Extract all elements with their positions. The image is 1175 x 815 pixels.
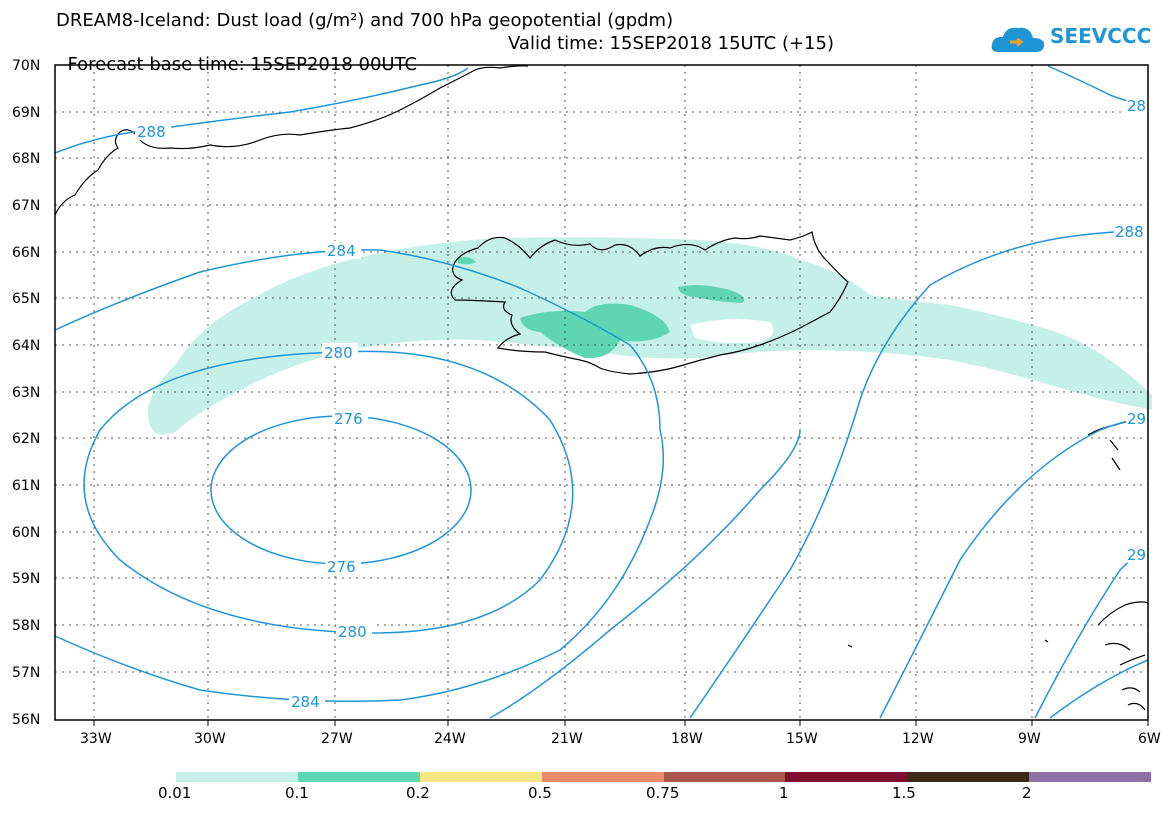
contour-label: 284 <box>291 693 320 711</box>
lat-label: 61N <box>12 478 40 494</box>
lat-label: 70N <box>12 58 40 74</box>
legend-label: 2 <box>1022 784 1032 802</box>
lon-label: 33W <box>80 731 112 747</box>
lat-label: 68N <box>12 151 40 167</box>
legend-label: 0.1 <box>285 784 309 802</box>
lon-label: 12W <box>902 731 934 747</box>
legend-swatch <box>297 772 420 782</box>
legend-label: 1.5 <box>892 784 916 802</box>
contour-label: 276 <box>327 558 356 576</box>
legend-label: 0.75 <box>646 784 680 802</box>
contour-300 <box>1049 659 1149 719</box>
contour-label: 288 <box>137 123 166 141</box>
dust-hole <box>690 319 774 343</box>
legend-swatch <box>176 772 298 782</box>
map-title: DREAM8-Iceland: Dust load (g/m²) and 700… <box>56 10 674 31</box>
color-legend <box>176 772 1151 782</box>
contour-label: 29 <box>1127 546 1146 564</box>
contour-label: 288 <box>1115 223 1144 241</box>
cloud-icon <box>991 27 1045 52</box>
dust-area-mid-1 <box>520 303 670 359</box>
contour-288-east-a <box>689 229 1149 719</box>
contour-276 <box>210 415 472 565</box>
coastline <box>54 65 1149 711</box>
contour-292-a <box>489 429 801 719</box>
legend-label: 0.01 <box>158 784 192 802</box>
lat-label: 69N <box>12 105 40 121</box>
lon-label: 9W <box>1018 731 1041 747</box>
contour-label: 28 <box>1127 97 1146 115</box>
map-frame <box>54 64 1149 721</box>
legend-swatch <box>663 772 786 782</box>
legend-swatch <box>785 772 908 782</box>
logo-text: SEEVCCC <box>1050 24 1152 48</box>
legend-label: 1 <box>779 784 789 802</box>
legend-label: 0.2 <box>406 784 430 802</box>
contour-296 <box>1034 551 1149 719</box>
lon-labels: 33W 30W 27W 24W 21W 18W 15W 12W 9W 6W <box>80 731 1161 747</box>
lon-label: 27W <box>321 731 353 747</box>
legend-swatch <box>541 772 664 782</box>
lat-label: 67N <box>12 198 40 214</box>
contour-288 <box>54 67 469 154</box>
lon-label: 6W <box>1138 731 1161 747</box>
lat-label: 56N <box>12 712 40 728</box>
faroe-coast <box>1087 420 1139 471</box>
lat-label: 59N <box>12 571 40 587</box>
dust-area-mid-2 <box>678 285 745 303</box>
lat-label: 64N <box>12 338 40 354</box>
valid-time: Valid time: 15SEP2018 15UTC (+15) <box>508 33 834 54</box>
contour-labels: 288 284 280 276 276 280 284 288 28 29 29 <box>135 96 1148 711</box>
contour-label: 284 <box>327 242 356 260</box>
legend-swatch <box>419 772 542 782</box>
lat-label: 65N <box>12 291 40 307</box>
legend-label: 0.5 <box>528 784 552 802</box>
iceland-coast <box>450 231 849 375</box>
lat-labels: 70N 69N 68N 67N 66N 65N 64N 63N 62N 61N … <box>12 58 40 728</box>
contour-label: 280 <box>324 344 353 362</box>
seevccc-logo <box>991 27 1045 52</box>
lat-label: 62N <box>12 431 40 447</box>
contour-292-b <box>879 417 1149 719</box>
axis-ticks <box>93 720 1149 726</box>
scotland-coast <box>847 601 1149 711</box>
lat-label: 66N <box>12 245 40 261</box>
lon-label: 30W <box>194 731 226 747</box>
lat-label: 58N <box>12 618 40 634</box>
legend-swatch <box>1029 772 1151 782</box>
contour-label: 29 <box>1127 410 1146 428</box>
lon-label: 24W <box>434 731 466 747</box>
greenland-coast <box>54 65 529 216</box>
lon-label: 18W <box>671 731 703 747</box>
legend-swatch <box>907 772 1030 782</box>
lon-label: 15W <box>786 731 818 747</box>
dust-area-mid-3 <box>458 257 476 265</box>
lat-label: 60N <box>12 525 40 541</box>
contour-label: 280 <box>338 623 367 641</box>
lat-label: 63N <box>12 385 40 401</box>
grid <box>55 65 1148 720</box>
lon-label: 21W <box>551 731 583 747</box>
lat-label: 57N <box>12 665 40 681</box>
contour-label: 276 <box>334 410 363 428</box>
